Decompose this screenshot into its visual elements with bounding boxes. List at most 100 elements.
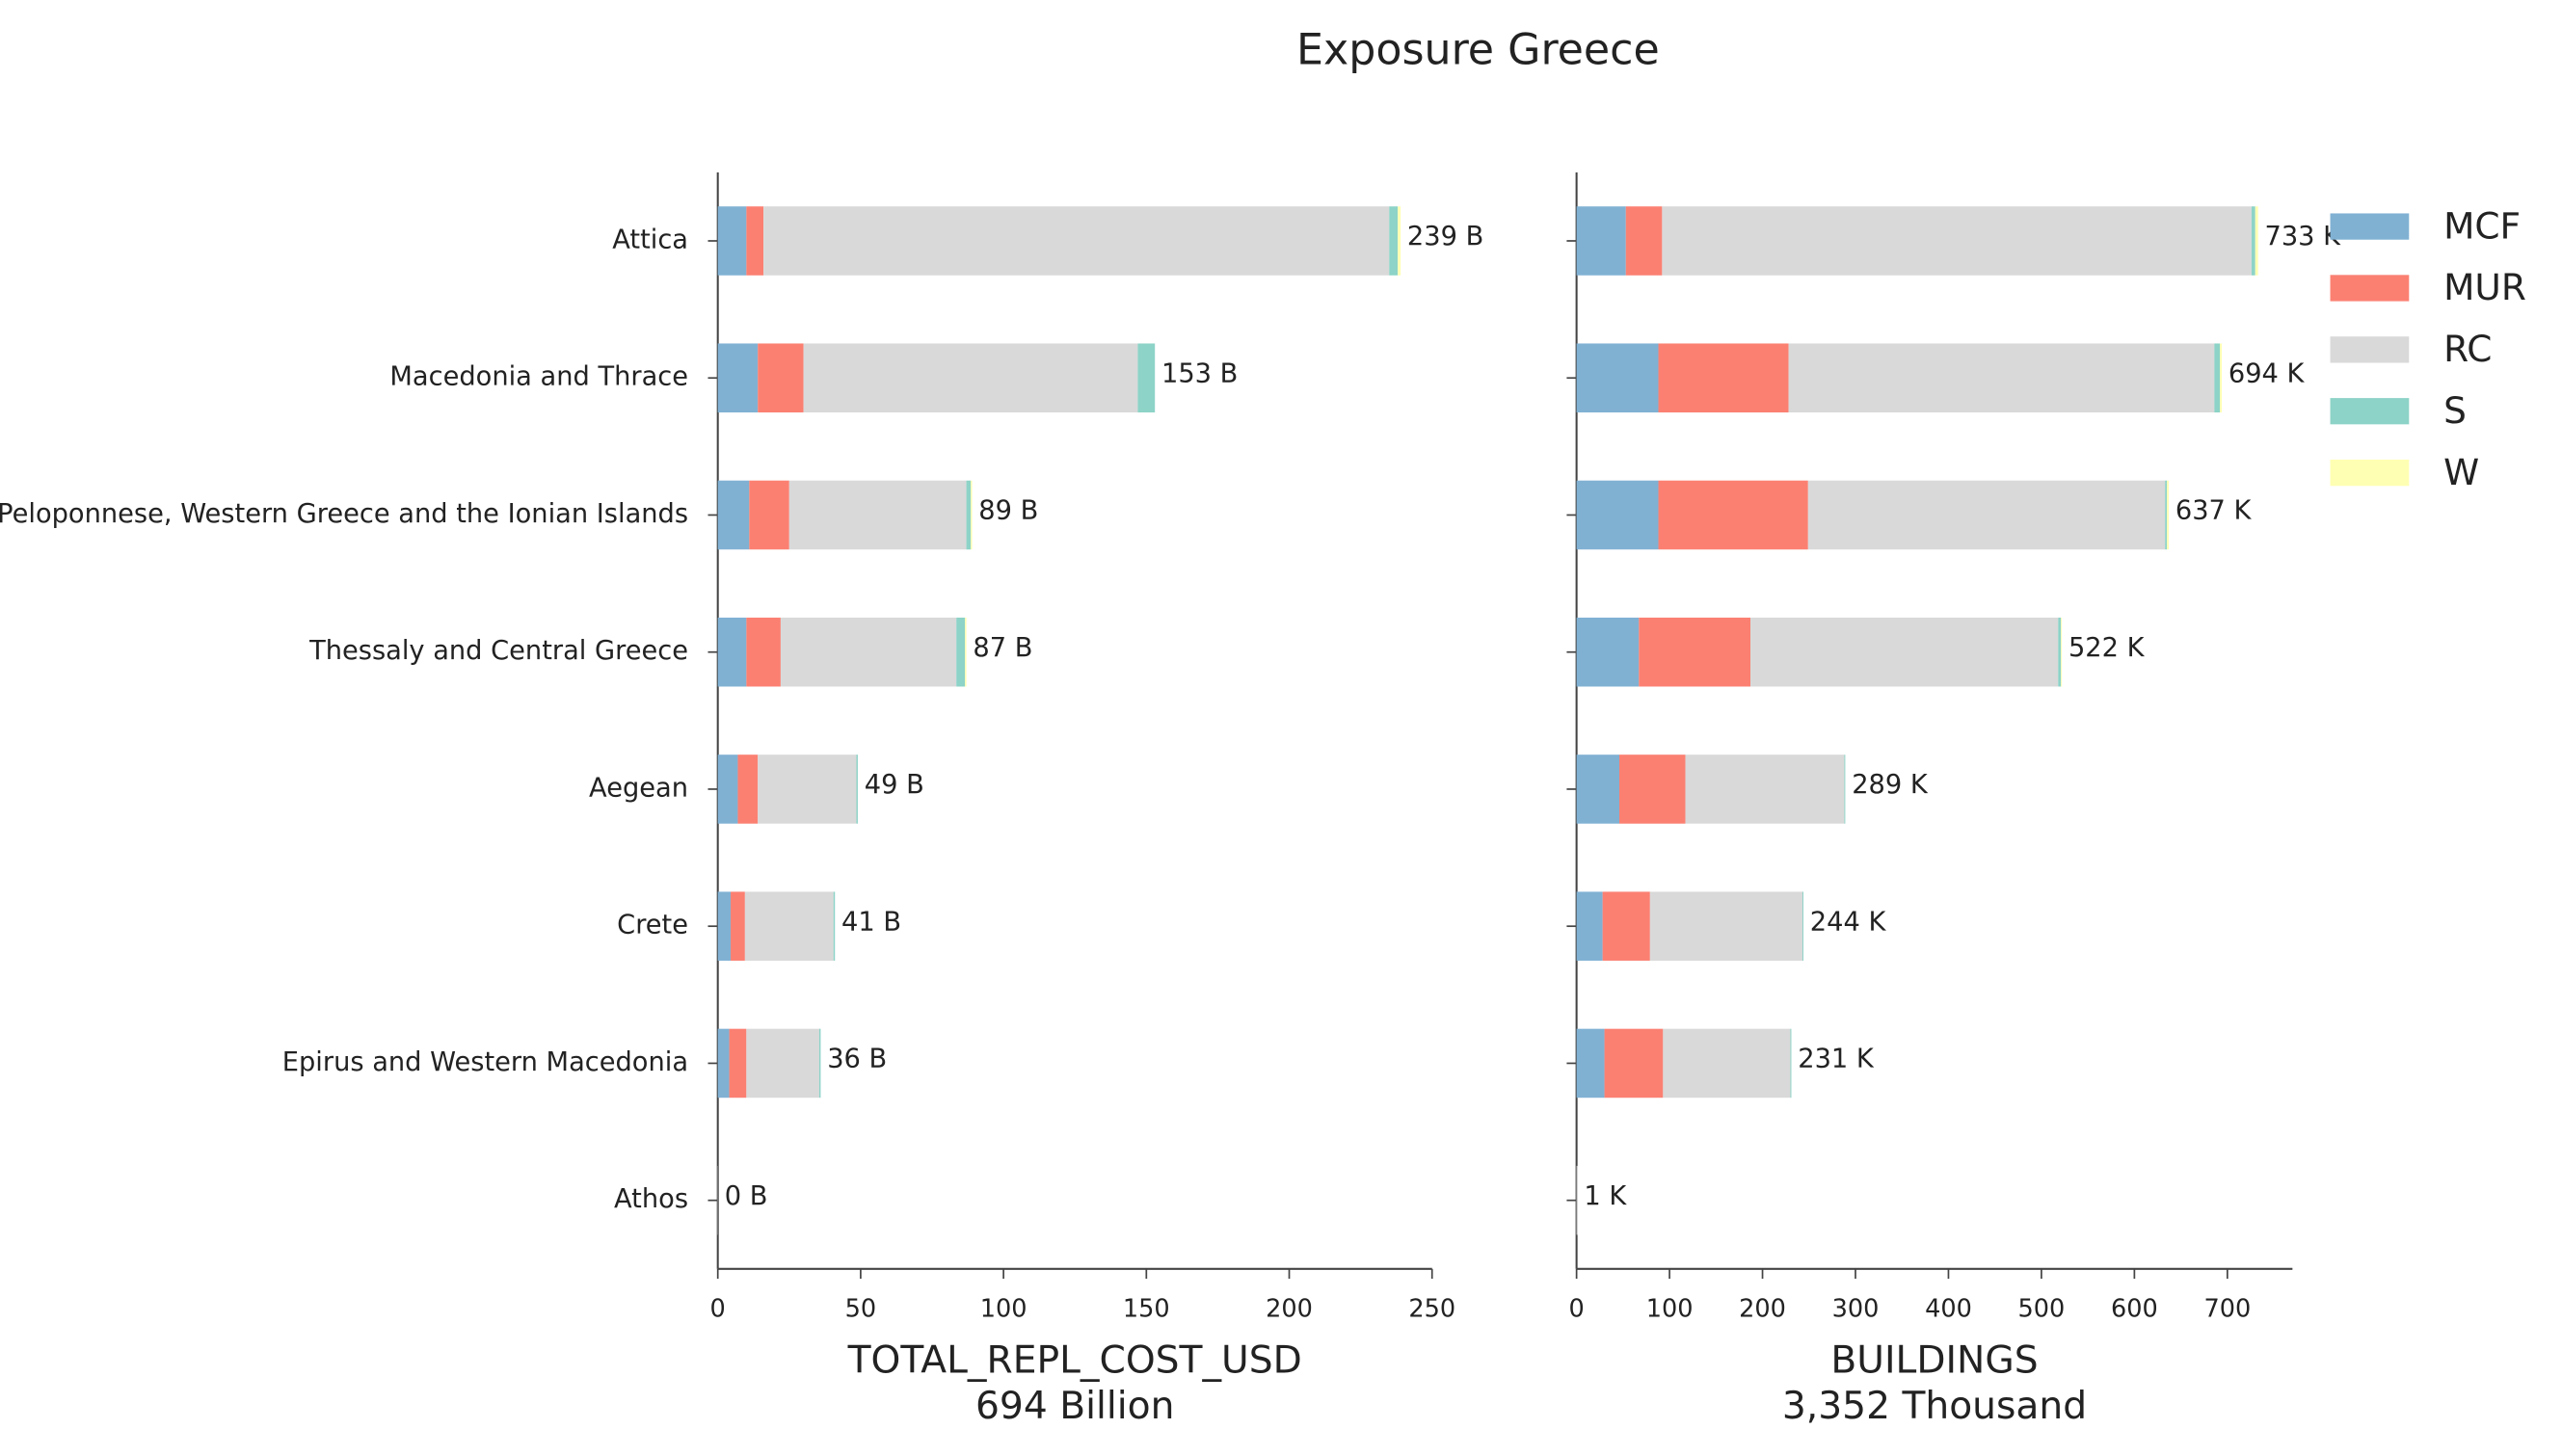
bar-segment (1790, 1028, 1792, 1099)
total-label: 694 K (2228, 358, 2306, 388)
bar-segment (966, 480, 972, 550)
bar-segment (971, 480, 973, 550)
bar-segment (2165, 480, 2168, 550)
total-label: 231 K (1798, 1045, 1875, 1074)
total-label: 89 B (978, 496, 1038, 526)
x-tick-label: 0 (1568, 1294, 1584, 1323)
bar-segment (717, 480, 750, 550)
bar-segment (746, 617, 781, 687)
total-label: 36 B (827, 1045, 887, 1074)
y-tick-label: Aegean (589, 773, 688, 803)
bar-segment (2251, 206, 2255, 276)
bar-segment (2167, 480, 2170, 550)
bar-segment (1788, 343, 2215, 413)
x-tick-label: 500 (2018, 1294, 2066, 1323)
x-tick-label: 100 (1646, 1294, 1694, 1323)
bar-segment (1658, 480, 1808, 550)
y-tick-label: Athos (614, 1184, 688, 1214)
bar-segment (1807, 480, 2166, 550)
x-axis-label: TOTAL_REPL_COST_USD (847, 1338, 1302, 1382)
bar-segment (2058, 617, 2062, 687)
bar-segment (1844, 754, 1846, 824)
legend-swatch (2330, 459, 2410, 487)
x-tick-label: 300 (1832, 1294, 1880, 1323)
bar-segment (1602, 891, 1650, 961)
x-axis-sublabel: 694 Billion (975, 1385, 1174, 1428)
bar-segment (717, 617, 747, 687)
bar-segment (803, 343, 1138, 413)
bar-segment (758, 343, 804, 413)
bar-segment (2214, 343, 2221, 413)
y-tick-label: Crete (617, 911, 688, 940)
bar-segment (1576, 617, 1640, 687)
x-axis-sublabel: 3,352 Thousand (1782, 1385, 2087, 1428)
bar-segment (717, 206, 747, 276)
bar-segment (717, 754, 738, 824)
bar-segment (717, 891, 732, 961)
total-label: 41 B (841, 907, 901, 937)
bar-segment (956, 617, 966, 687)
bar-segment (744, 891, 834, 961)
total-label: 733 K (2264, 222, 2341, 251)
bar-segment (731, 891, 745, 961)
bar-segment (1625, 206, 1663, 276)
legend-swatch (2330, 336, 2410, 363)
x-tick-label: 400 (1925, 1294, 1972, 1323)
figure-title: Exposure Greece (1296, 26, 1660, 75)
y-tick-label: Epirus and Western Macedonia (282, 1047, 688, 1077)
y-tick-label: Thessaly and Central Greece (308, 636, 688, 666)
bar-segment (1576, 754, 1619, 824)
x-tick-label: 250 (1408, 1294, 1455, 1323)
total-label: 49 B (865, 770, 924, 800)
legend-swatch (2330, 275, 2410, 302)
bar-segment (2061, 617, 2063, 687)
x-tick-label: 150 (1123, 1294, 1170, 1323)
total-label: 153 B (1161, 358, 1238, 388)
total-label: 87 B (973, 633, 1032, 663)
legend-label: MUR (2443, 266, 2526, 308)
bar-segment (1576, 1028, 1605, 1099)
bar-segment (758, 754, 857, 824)
legend-label: MCF (2443, 204, 2521, 247)
bar-segment (1618, 754, 1686, 824)
y-tick-label: Peloponnese, Western Greece and the Ioni… (0, 499, 688, 529)
total-label: 289 K (1852, 770, 1929, 800)
bar-segment (1576, 480, 1659, 550)
x-tick-label: 200 (1266, 1294, 1313, 1323)
bar-segment (746, 206, 764, 276)
bar-segment (2220, 343, 2223, 413)
bar-segment (729, 1028, 747, 1099)
legend-label: RC (2443, 328, 2492, 370)
x-tick-label: 700 (2203, 1294, 2251, 1323)
bar-segment (1685, 754, 1845, 824)
bar-segment (818, 1028, 821, 1099)
x-tick-label: 200 (1739, 1294, 1786, 1323)
bar-segment (1576, 206, 1626, 276)
bar-segment (1576, 891, 1603, 961)
bar-segment (1398, 206, 1401, 276)
bar-segment (1662, 206, 2252, 276)
legend-swatch (2330, 213, 2410, 240)
bar-segment (1389, 206, 1399, 276)
bar-segment (1576, 343, 1659, 413)
x-tick-label: 600 (2111, 1294, 2158, 1323)
bar-segment (965, 617, 967, 687)
bar-segment (749, 480, 789, 550)
bar-segment (737, 754, 759, 824)
bar-segment (1649, 891, 1803, 961)
legend-label: W (2443, 451, 2479, 493)
bar-segment (1750, 617, 2059, 687)
x-tick-label: 50 (845, 1294, 877, 1323)
bar-segment (746, 1028, 819, 1099)
bar-segment (788, 480, 967, 550)
x-axis-label: BUILDINGS (1830, 1338, 2038, 1382)
bar-segment (717, 343, 759, 413)
bar-segment (780, 617, 957, 687)
legend-swatch (2330, 398, 2410, 425)
bar-segment (1137, 343, 1156, 413)
total-label: 239 B (1407, 222, 1483, 251)
bar-segment (1576, 1165, 1578, 1235)
y-tick-label: Macedonia and Thrace (389, 362, 688, 392)
total-label: 637 K (2175, 496, 2253, 526)
